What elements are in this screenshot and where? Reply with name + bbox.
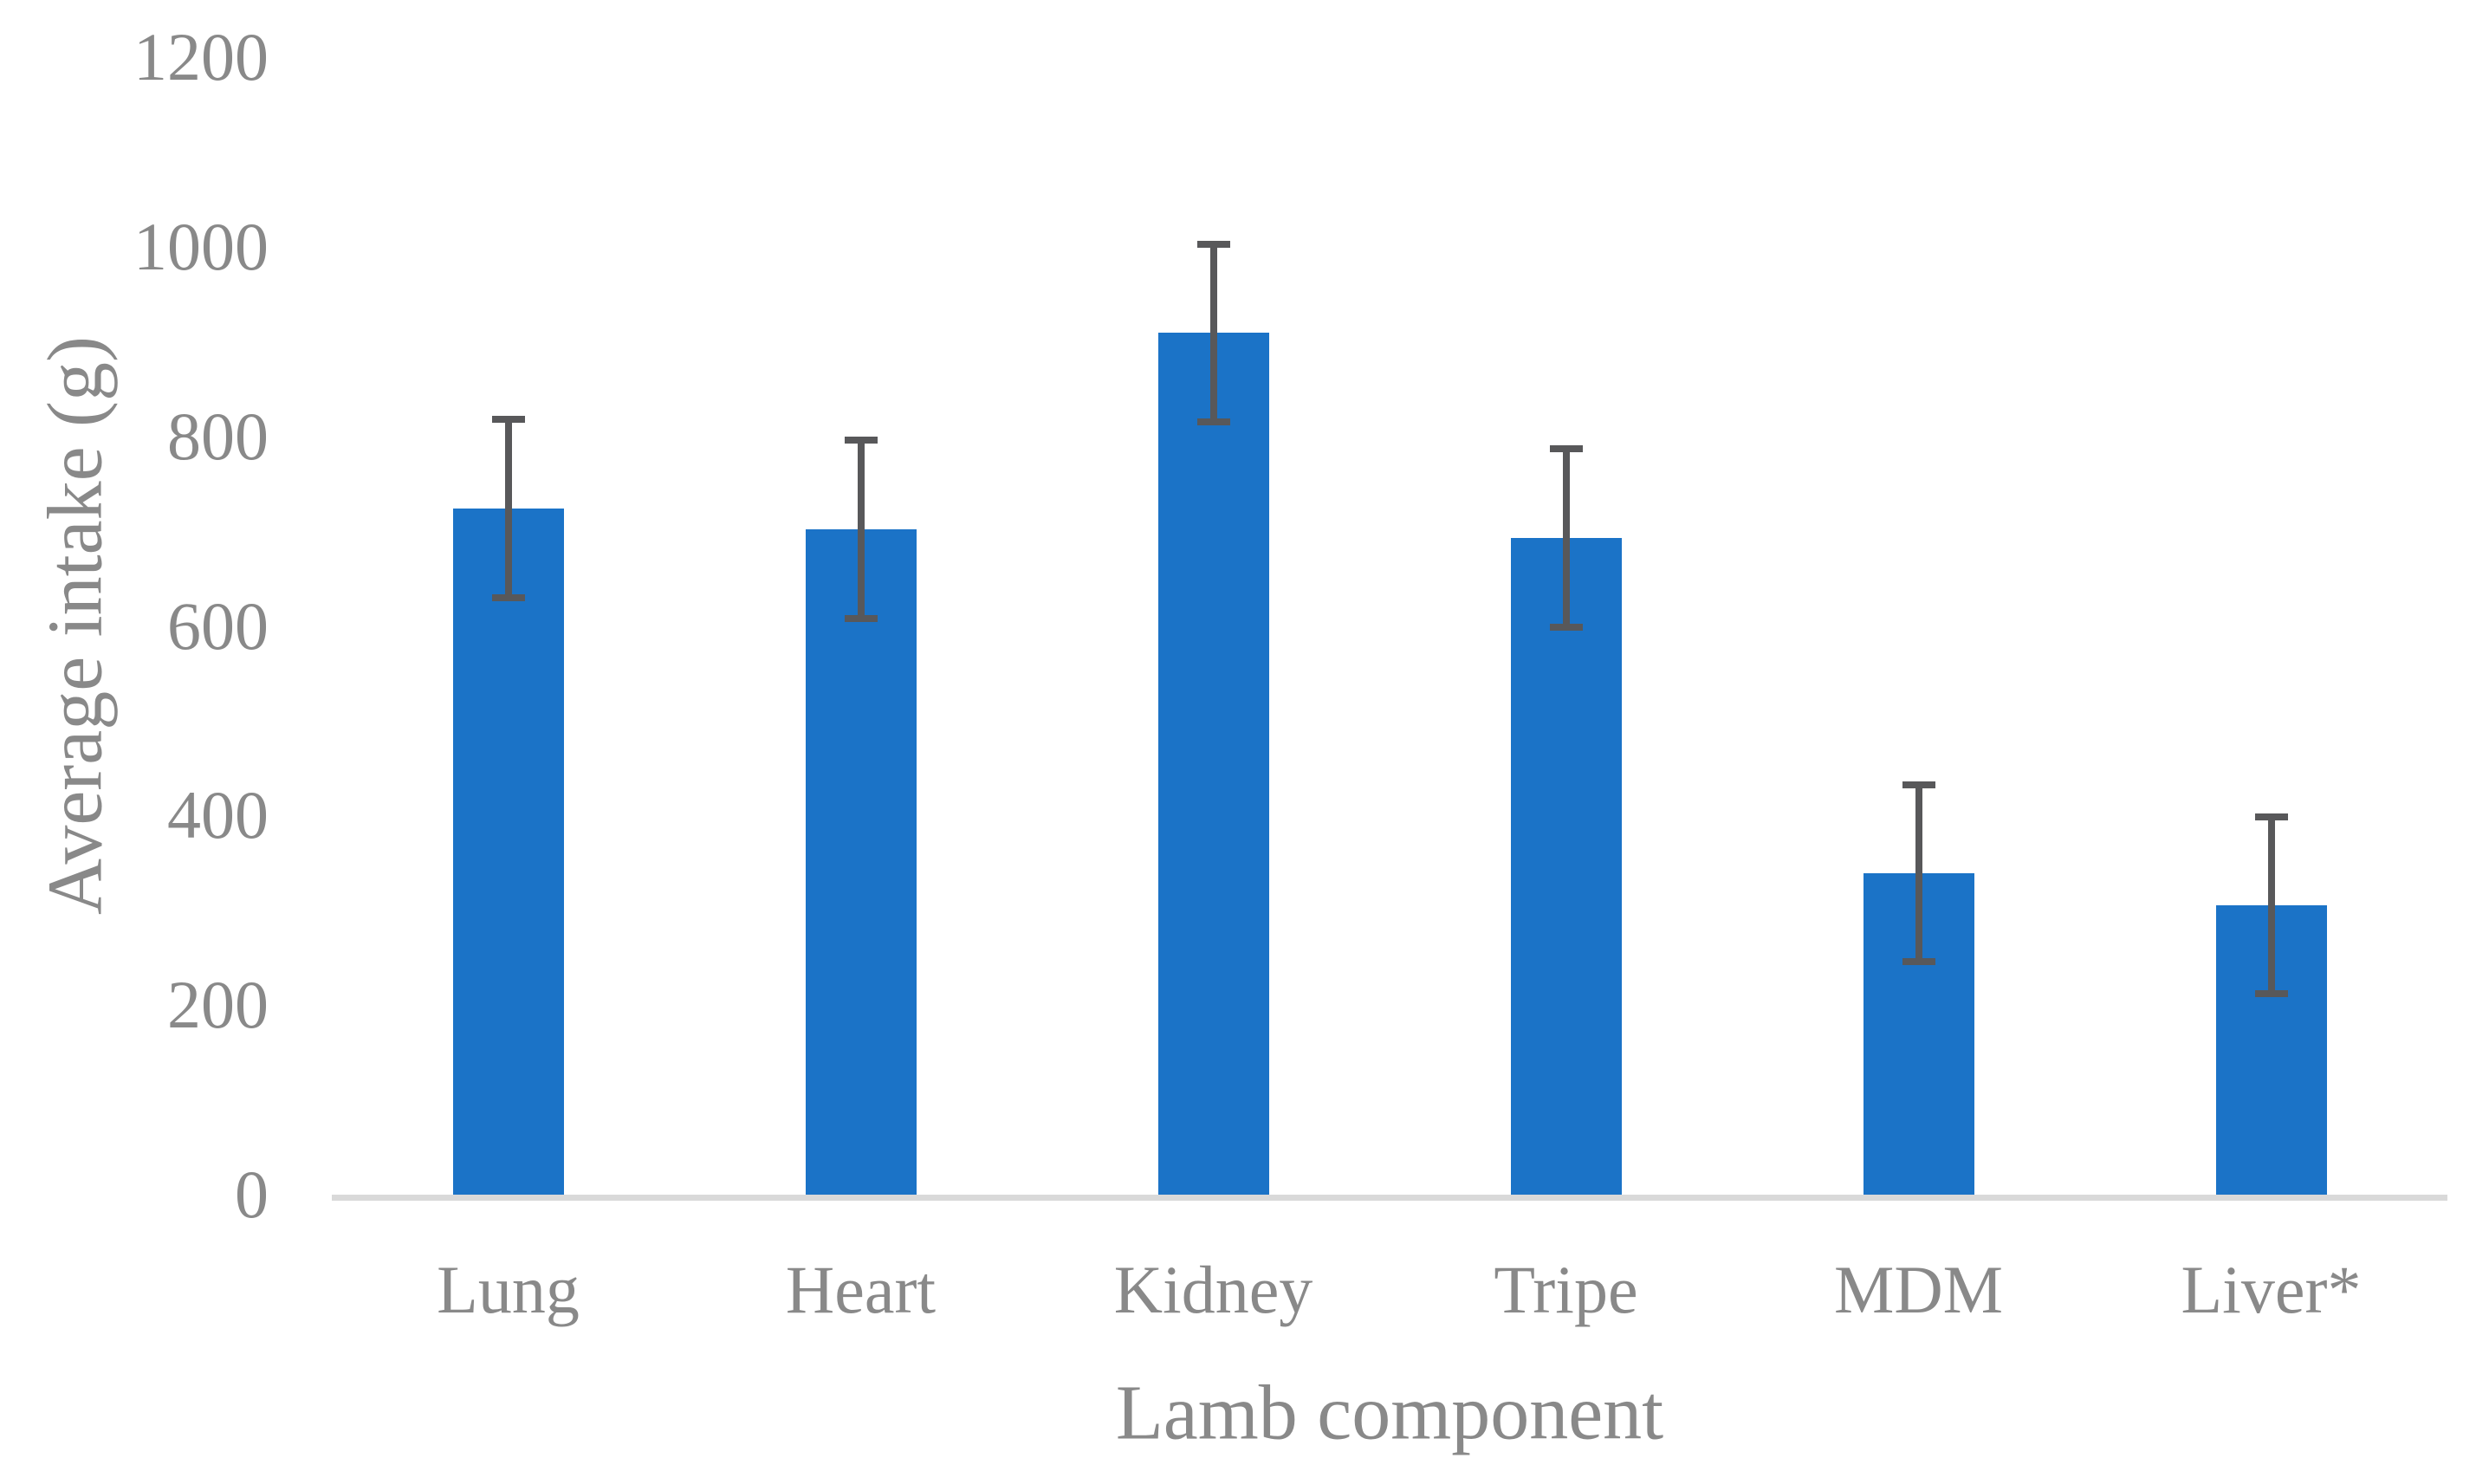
y-tick-label: 1200 bbox=[133, 19, 269, 94]
x-category-label-liver: Liver* bbox=[2181, 1252, 2362, 1327]
error-bar-kidney bbox=[1196, 241, 1230, 425]
error-bar-line bbox=[857, 436, 865, 623]
bar-kidney bbox=[1157, 333, 1269, 1195]
bar-heart bbox=[805, 528, 917, 1195]
bar-group-lung: Lung bbox=[332, 57, 684, 1324]
error-bar-line bbox=[1915, 781, 1922, 966]
error-bar-line bbox=[1209, 241, 1217, 425]
x-category-label-tripe: Tripe bbox=[1494, 1252, 1638, 1327]
bar-group-kidney: Kidney bbox=[1037, 57, 1390, 1324]
y-tick-label: 800 bbox=[167, 398, 269, 474]
x-category-label-kidney: Kidney bbox=[1113, 1252, 1313, 1327]
x-category-label-heart: Heart bbox=[785, 1252, 937, 1327]
bar-group-mdm: MDM bbox=[1742, 57, 2095, 1324]
plot-area: Lung Heart Kidney Tripe MDM Liver* bbox=[332, 57, 2447, 1324]
y-tick-label: 600 bbox=[167, 587, 269, 664]
bar-group-heart: Heart bbox=[684, 57, 1037, 1324]
y-tick-label: 200 bbox=[167, 967, 269, 1043]
error-bar-mdm bbox=[1902, 781, 1935, 966]
bar-tripe bbox=[1510, 537, 1622, 1195]
x-category-label-mdm: MDM bbox=[1833, 1252, 2004, 1327]
y-tick-label: 400 bbox=[167, 777, 269, 853]
error-bar-lung bbox=[491, 415, 525, 602]
y-tick-label: 0 bbox=[235, 1157, 269, 1232]
y-axis-tick-labels: 0 200 400 600 800 1000 1200 bbox=[0, 23, 269, 1228]
error-bar-line bbox=[504, 415, 512, 602]
error-bar-heart bbox=[844, 436, 878, 623]
bar-group-liver: Liver* bbox=[2095, 57, 2447, 1324]
x-axis-line bbox=[332, 1195, 2447, 1201]
error-bar-line bbox=[1562, 444, 1570, 631]
error-bar-line bbox=[2267, 813, 2275, 998]
bar-group-tripe: Tripe bbox=[1390, 57, 1742, 1324]
x-axis-title: Lamb component bbox=[1115, 1370, 1664, 1456]
y-tick-label: 1000 bbox=[133, 208, 269, 284]
error-bar-liver bbox=[2254, 813, 2288, 998]
x-category-label-lung: Lung bbox=[437, 1252, 580, 1327]
error-bar-tripe bbox=[1549, 444, 1583, 632]
bar-lung bbox=[452, 508, 564, 1195]
